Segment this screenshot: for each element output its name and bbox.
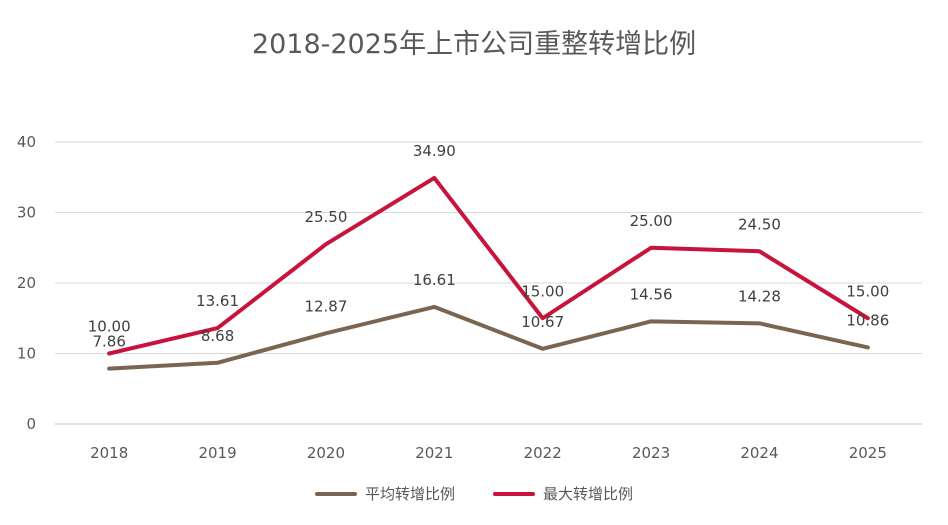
data-label-avg-2021: 16.61 bbox=[413, 271, 456, 289]
data-label-avg-2018: 7.86 bbox=[92, 333, 125, 351]
series-line-max bbox=[107, 175, 870, 356]
x-tick-label-2019: 2019 bbox=[198, 444, 236, 462]
legend: 平均转增比例 最大转增比例 bbox=[0, 483, 948, 504]
legend-item-max: 最大转增比例 bbox=[493, 483, 633, 504]
y-tick-label-10: 10 bbox=[17, 345, 36, 363]
data-label-max-2021: 34.90 bbox=[413, 142, 456, 160]
x-tick-label-2023: 2023 bbox=[632, 444, 670, 462]
data-label-avg-2020: 12.87 bbox=[304, 297, 347, 315]
data-label-max-2020: 25.50 bbox=[304, 208, 347, 226]
legend-label-avg: 平均转增比例 bbox=[364, 485, 455, 503]
data-label-max-2022: 15.00 bbox=[521, 282, 564, 300]
legend-label-max: 最大转增比例 bbox=[543, 485, 634, 503]
data-label-avg-2024: 14.28 bbox=[738, 287, 781, 305]
data-label-max-2019: 13.61 bbox=[196, 292, 239, 310]
data-label-avg-2025: 10.86 bbox=[846, 311, 889, 329]
data-label-avg-2019: 8.68 bbox=[201, 327, 234, 345]
y-tick-label-40: 40 bbox=[17, 133, 36, 151]
data-label-max-2025: 15.00 bbox=[846, 282, 889, 300]
x-tick-label-2025: 2025 bbox=[849, 444, 887, 462]
chart-title: 2018-2025年上市公司重整转增比例 bbox=[251, 29, 697, 60]
data-label-max-2018: 10.00 bbox=[88, 318, 131, 336]
y-tick-label-0: 0 bbox=[26, 415, 36, 433]
data-label-avg-2023: 14.56 bbox=[630, 285, 673, 303]
series-line-avg bbox=[107, 304, 870, 371]
data-label-avg-2022: 10.67 bbox=[521, 313, 564, 331]
x-tick-label-2024: 2024 bbox=[740, 444, 778, 462]
legend-swatch-avg bbox=[314, 491, 357, 496]
x-tick-label-2021: 2021 bbox=[415, 444, 453, 462]
data-label-max-2024: 24.50 bbox=[738, 215, 781, 233]
x-tick-label-2022: 2022 bbox=[524, 444, 562, 462]
x-tick-label-2020: 2020 bbox=[307, 444, 345, 462]
y-tick-label-20: 20 bbox=[17, 274, 36, 292]
x-tick-label-2018: 2018 bbox=[90, 444, 128, 462]
legend-item-avg: 平均转增比例 bbox=[314, 483, 455, 504]
legend-swatch-max bbox=[493, 491, 535, 496]
data-label-max-2023: 25.00 bbox=[630, 212, 673, 230]
y-tick-label-30: 30 bbox=[17, 204, 36, 222]
